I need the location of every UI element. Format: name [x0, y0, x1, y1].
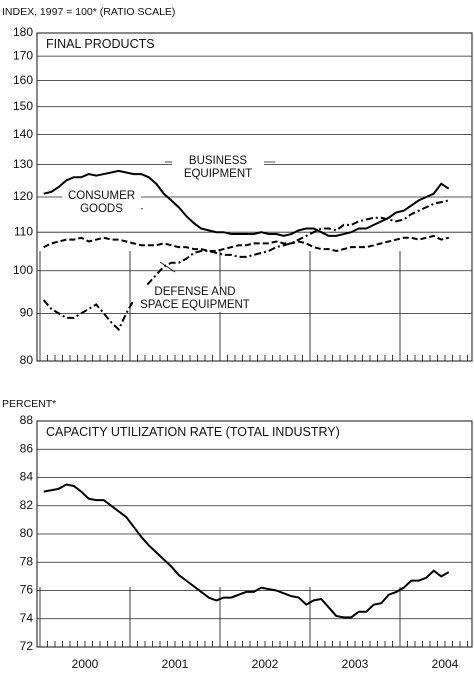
series-line: [43, 169, 450, 237]
y-tick-label: 180: [13, 25, 33, 39]
series-label: BUSINESS EQUIPMENT: [172, 155, 264, 181]
y-tick-label: 130: [13, 157, 33, 171]
y-tick-label: 78: [20, 554, 34, 568]
x-tick-label: 2000: [72, 657, 99, 671]
series-line: [43, 483, 450, 619]
series-line: [42, 199, 449, 332]
y-tick-label: 140: [13, 127, 33, 141]
y-tick-label: 82: [20, 498, 34, 512]
x-tick-label: 2004: [432, 657, 459, 671]
series-label: CONSUMER GOODS: [62, 190, 141, 216]
y-tick-label: 120: [13, 189, 33, 203]
y-tick-label: 160: [13, 73, 33, 87]
leader-line: [159, 261, 176, 273]
y-tick-label: 170: [13, 48, 33, 62]
y-axis-label: INDEX, 1997 = 100* (RATIO SCALE): [2, 6, 175, 18]
plot-frame: [36, 32, 473, 362]
y-tick-label: 72: [20, 639, 34, 653]
y-tick-label: 80: [20, 526, 34, 540]
panel-title: CAPACITY UTILIZATION RATE (TOTAL INDUSTR…: [42, 426, 344, 439]
y-tick-label: 150: [13, 99, 33, 113]
x-tick-label: 2002: [252, 657, 279, 671]
y-tick-label: 84: [20, 470, 34, 484]
x-tick-label: 2001: [162, 657, 189, 671]
y-tick-label: 74: [20, 611, 34, 625]
y-tick-label: 86: [20, 441, 34, 455]
series-label: DEFENSE AND SPACE EQUIPMENT: [133, 286, 257, 312]
series-line: [43, 234, 449, 253]
plot-frame: [36, 420, 473, 648]
y-axis-label: PERCENT*: [2, 398, 56, 410]
y-tick-label: 100: [13, 263, 33, 277]
y-tick-label: 88: [20, 413, 34, 427]
y-tick-label: 110: [14, 224, 33, 238]
panel-title: FINAL PRODUCTS: [42, 38, 159, 51]
y-tick-label: 80: [20, 353, 34, 367]
y-tick-label: 90: [20, 306, 34, 320]
y-tick-label: 76: [20, 583, 34, 597]
x-tick-label: 2003: [342, 657, 369, 671]
